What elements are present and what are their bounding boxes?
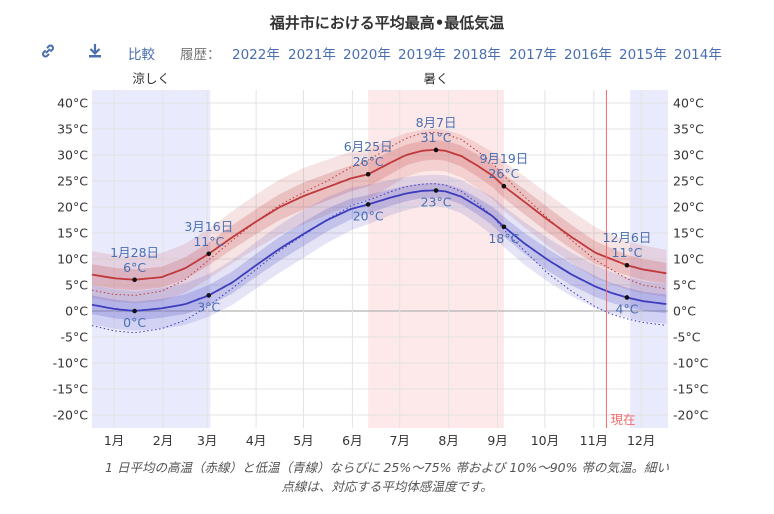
annotation-point <box>206 251 212 257</box>
year-link-2016[interactable]: 2016年 <box>564 47 612 63</box>
annotation-value: 20°C <box>353 208 384 223</box>
annotation-point <box>132 308 137 314</box>
annotation-value: 4°C <box>616 301 639 316</box>
series-band-25-75 <box>92 140 667 291</box>
annotation-value: 18°C <box>488 231 519 246</box>
x-tick-label: 2月 <box>153 433 173 448</box>
x-tick-label: 4月 <box>246 433 266 448</box>
download-icon[interactable] <box>87 43 103 63</box>
x-tick-label: 6月 <box>342 433 362 448</box>
year-link-2019[interactable]: 2019年 <box>398 47 446 63</box>
y-tick-right: 25°C <box>673 174 704 189</box>
annotation-point <box>365 202 371 207</box>
y-tick-left: 10°C <box>57 252 88 267</box>
annotation-value: 26°C <box>488 166 519 181</box>
annotation-point <box>624 295 630 300</box>
annotation-point <box>132 277 137 283</box>
y-tick-left: -10°C <box>53 356 89 371</box>
y-tick-left: 40°C <box>57 96 88 111</box>
chart-caption: 1 日平均の高温（赤線）と低温（青線）ならびに 25%～75% 帯および 10%… <box>0 458 774 496</box>
annotation-value: 11°C <box>193 234 224 249</box>
annotation-date: 9月19日 <box>479 151 528 166</box>
annotation-value: 11°C <box>612 245 643 260</box>
year-link-2014[interactable]: 2014年 <box>674 47 722 63</box>
annotation-value: 31°C <box>421 130 452 145</box>
caption-line-1: 1 日平均の高温（赤線）と低温（青線）ならびに 25%～75% 帯および 10%… <box>105 460 669 475</box>
annotation-point <box>501 183 507 189</box>
year-link-2022[interactable]: 2022年 <box>232 47 280 63</box>
y-tick-left: 15°C <box>57 226 88 241</box>
compare-link[interactable]: 比較 <box>128 47 155 63</box>
x-tick-label: 8月 <box>438 433 458 448</box>
annotation-date: 3月16日 <box>184 219 233 234</box>
annotation-point <box>365 171 371 177</box>
season-label-0: 涼しく <box>132 71 170 86</box>
year-link-2017[interactable]: 2017年 <box>509 47 557 63</box>
annotation-point <box>433 147 439 153</box>
x-tick-label: 5月 <box>293 433 313 448</box>
x-tick-label: 9月 <box>487 433 507 448</box>
season-label-1: 暑く <box>424 71 449 86</box>
annotation-value: 0°C <box>123 315 146 330</box>
x-tick-label: 7月 <box>389 433 409 448</box>
y-tick-right: 20°C <box>673 200 704 215</box>
y-tick-left: -15°C <box>53 382 89 397</box>
annotation-date: 1月28日 <box>110 245 159 260</box>
annotation-date: 8月7日 <box>416 115 457 130</box>
annotation-value: 3°C <box>197 299 220 314</box>
y-tick-left: -20°C <box>53 408 89 423</box>
x-tick-label: 3月 <box>197 433 217 448</box>
y-tick-right: 30°C <box>673 148 704 163</box>
series-line <box>91 189 667 312</box>
y-tick-right: 10°C <box>673 252 704 267</box>
y-tick-left: 5°C <box>65 278 88 293</box>
x-tick-label: 12月 <box>627 433 655 448</box>
series-band-10-90 <box>92 174 667 331</box>
y-tick-right: -5°C <box>673 330 701 345</box>
y-tick-right: 15°C <box>673 226 704 241</box>
annotation-date: 6月25日 <box>344 139 393 154</box>
y-tick-left: 35°C <box>57 122 88 137</box>
y-tick-left: -5°C <box>61 330 89 345</box>
y-tick-right: -15°C <box>673 382 709 397</box>
series-feels-like-line <box>91 131 667 296</box>
caption-line-2: 点線は、対応する平均体感温度です。 <box>281 479 493 494</box>
annotation-value: 6°C <box>123 260 146 275</box>
series-feels-like-line <box>91 183 667 334</box>
annotation-point <box>624 262 630 268</box>
y-tick-left: 0°C <box>65 304 88 319</box>
y-tick-left: 30°C <box>57 148 88 163</box>
annotation-point <box>206 293 212 298</box>
x-tick-label: 1月 <box>104 433 124 448</box>
now-marker-label: 現在 <box>610 412 635 427</box>
annotation-point <box>433 188 439 193</box>
year-link-2020[interactable]: 2020年 <box>343 47 391 63</box>
toolbar: 比較 履歴： 2022年 2021年 2020年 2019年 2018年 201… <box>0 43 774 65</box>
annotation-date: 12月6日 <box>603 230 652 245</box>
series-line <box>91 149 667 281</box>
y-tick-right: 5°C <box>673 278 696 293</box>
history-label: 履歴： <box>180 47 221 63</box>
year-link-2015[interactable]: 2015年 <box>619 47 667 63</box>
y-tick-right: 0°C <box>673 304 696 319</box>
link-icon[interactable] <box>40 43 56 63</box>
y-tick-left: 25°C <box>57 174 88 189</box>
y-tick-right: -20°C <box>673 408 709 423</box>
annotation-point <box>501 224 507 230</box>
annotation-value: 26°C <box>353 154 384 169</box>
y-tick-left: 20°C <box>57 200 88 215</box>
chart-title: 福井市における平均最高•最低気温 <box>269 14 505 32</box>
year-link-2018[interactable]: 2018年 <box>453 47 501 63</box>
x-tick-label: 10月 <box>531 433 559 448</box>
y-tick-right: 35°C <box>673 122 704 137</box>
y-tick-right: -10°C <box>673 356 709 371</box>
x-tick-label: 11月 <box>580 433 608 448</box>
annotation-value: 23°C <box>421 195 452 210</box>
year-link-2021[interactable]: 2021年 <box>288 47 336 63</box>
series-band-10-90 <box>92 129 667 304</box>
y-tick-right: 40°C <box>673 96 704 111</box>
